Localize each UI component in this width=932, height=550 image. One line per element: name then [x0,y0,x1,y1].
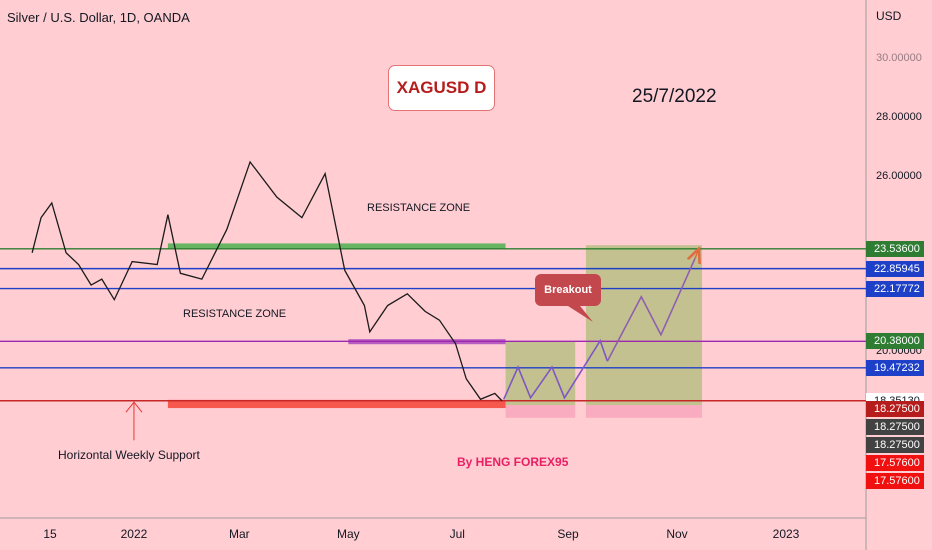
resistance-zone-label-upper: RESISTANCE ZONE [367,202,471,214]
x-tick-label: 15 [43,527,57,541]
price-label: 17.57600 [866,455,924,471]
x-tick-label: Jul [449,527,465,541]
support-label: Horizontal Weekly Support [58,448,200,462]
x-tick-label: Nov [666,527,688,541]
price-series-line [31,160,503,402]
y-tick-label: 28.00000 [876,111,922,123]
position-target-box [585,245,703,406]
resistance-zone-label-lower: RESISTANCE ZONE [183,308,287,320]
projection-arrow [695,250,699,259]
x-tick-label: 2022 [120,527,148,541]
price-label: 18.27500 [866,419,924,435]
price-label: 22.17772 [866,280,924,297]
chart-title-box: XAGUSD D [388,65,495,111]
x-tick-label: 2023 [772,527,800,541]
projection-path [503,338,609,400]
support-zone [167,399,506,409]
currency-label: USD [876,9,902,23]
price-label: 17.57600 [866,473,924,489]
projection-path-upper [606,258,696,362]
price-label: 20.38000 [866,333,924,350]
position-stop-box [505,405,576,418]
position-stop-box [585,405,703,418]
chart-symbol-title: Silver / U.S. Dollar, 1D, OANDA [7,10,190,25]
author-label: By HENG FOREX95 [457,455,569,469]
x-tick-label: Mar [229,527,250,541]
y-tick-label: 30.00000 [876,52,922,65]
price-label: 18.27500 [866,401,924,417]
price-label: 22.85945 [866,260,924,277]
breakout-callout: Breakout [535,274,601,306]
x-tick-label: Sep [557,527,579,541]
breakout-pointer-icon [568,306,593,322]
price-label: 18.27500 [866,437,924,453]
price-label: 19.47232 [866,359,924,376]
support-arrow-head-icon [125,401,143,413]
resistance-zone [167,243,506,250]
y-tick-label: 26.00000 [876,169,922,182]
x-tick-label: May [336,527,360,541]
price-label: 23.53600 [866,240,924,257]
date-annotation: 25/7/2022 [632,86,717,107]
